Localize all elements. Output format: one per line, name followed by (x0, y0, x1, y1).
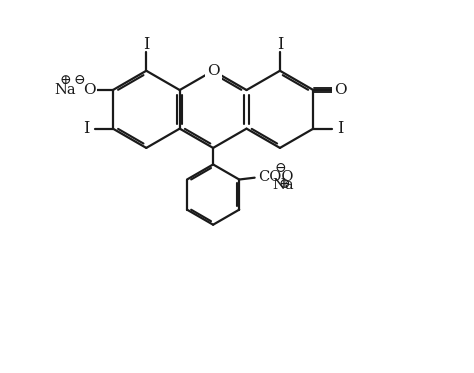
Text: ⊕: ⊕ (279, 177, 291, 191)
Text: ⊕: ⊕ (59, 73, 71, 87)
Text: I: I (83, 120, 90, 137)
Text: Na: Na (272, 178, 294, 192)
Text: O: O (207, 64, 219, 78)
Text: ⊖: ⊖ (74, 73, 86, 87)
Text: I: I (277, 36, 283, 53)
Text: COO: COO (258, 170, 294, 184)
Text: I: I (337, 120, 343, 137)
Text: ⊖: ⊖ (274, 161, 286, 175)
Text: Na: Na (55, 83, 76, 97)
Text: I: I (143, 36, 149, 53)
Text: O: O (82, 83, 95, 97)
Text: O: O (334, 83, 346, 97)
